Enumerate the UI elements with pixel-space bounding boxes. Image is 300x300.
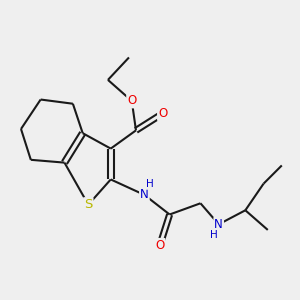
Text: N: N [140,188,149,201]
Text: O: O [158,107,167,120]
Text: H: H [210,230,218,240]
Text: N: N [214,218,223,231]
Text: O: O [127,94,136,107]
Text: O: O [155,239,164,252]
Text: S: S [84,198,92,211]
Text: H: H [146,179,153,189]
